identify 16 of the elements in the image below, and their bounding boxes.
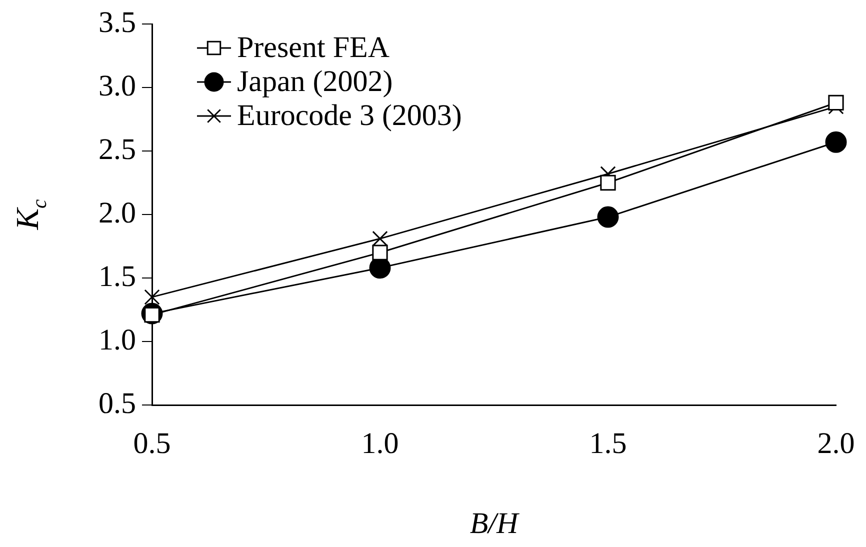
y-tick-label: 1.0 [98, 323, 136, 356]
y-tick-label: 2.0 [98, 196, 136, 230]
y-tick-label: 3.0 [98, 69, 136, 102]
x-tick-label: 2.0 [817, 426, 855, 460]
x-tick-label: 1.5 [589, 426, 627, 460]
legend-label: Present FEA [237, 30, 390, 64]
y-tick-label: 3.5 [98, 6, 136, 39]
x-axis-title: B/H [470, 507, 520, 540]
y-tick-label: 0.5 [98, 386, 136, 420]
x-tick-label: 0.5 [133, 426, 171, 460]
y-tick-label: 2.5 [98, 132, 136, 166]
x-tick-label: 1.0 [361, 426, 399, 460]
legend-label: Japan (2002) [237, 64, 393, 98]
legend-label: Eurocode 3 (2003) [237, 98, 462, 132]
y-axis-title: Kc [9, 199, 51, 231]
y-tick-label: 1.5 [98, 260, 136, 293]
